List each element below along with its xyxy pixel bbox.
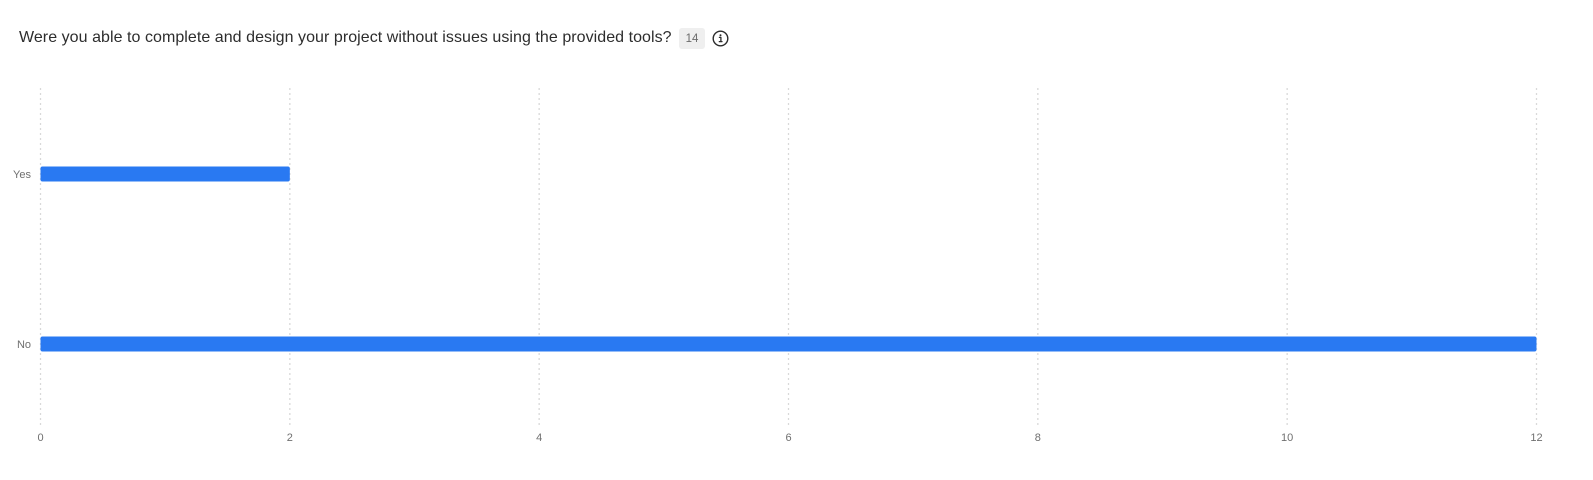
category-label-yes: Yes bbox=[13, 169, 31, 181]
x-tick-label: 6 bbox=[785, 432, 791, 444]
x-tick-label: 8 bbox=[1035, 432, 1041, 444]
x-tick-label: 0 bbox=[37, 432, 43, 444]
bar-yes[interactable] bbox=[40, 166, 290, 182]
question-title: Were you able to complete and design you… bbox=[19, 29, 672, 46]
bars bbox=[40, 166, 1537, 352]
x-tick-label: 12 bbox=[1530, 432, 1542, 444]
x-tick-label: 10 bbox=[1281, 432, 1293, 444]
response-count-badge: 14 bbox=[678, 27, 706, 49]
grid-lines bbox=[39, 88, 1538, 425]
category-label-no: No bbox=[17, 339, 31, 351]
question-header: Were you able to complete and design you… bbox=[19, 26, 729, 50]
x-axis-ticks: 0 2 4 6 8 10 12 bbox=[37, 432, 1542, 444]
x-tick-label: 4 bbox=[536, 432, 542, 444]
bar-no[interactable] bbox=[40, 336, 1537, 352]
x-tick-label: 2 bbox=[287, 432, 293, 444]
category-labels: Yes No bbox=[13, 169, 31, 351]
info-circle-icon[interactable] bbox=[712, 29, 729, 47]
